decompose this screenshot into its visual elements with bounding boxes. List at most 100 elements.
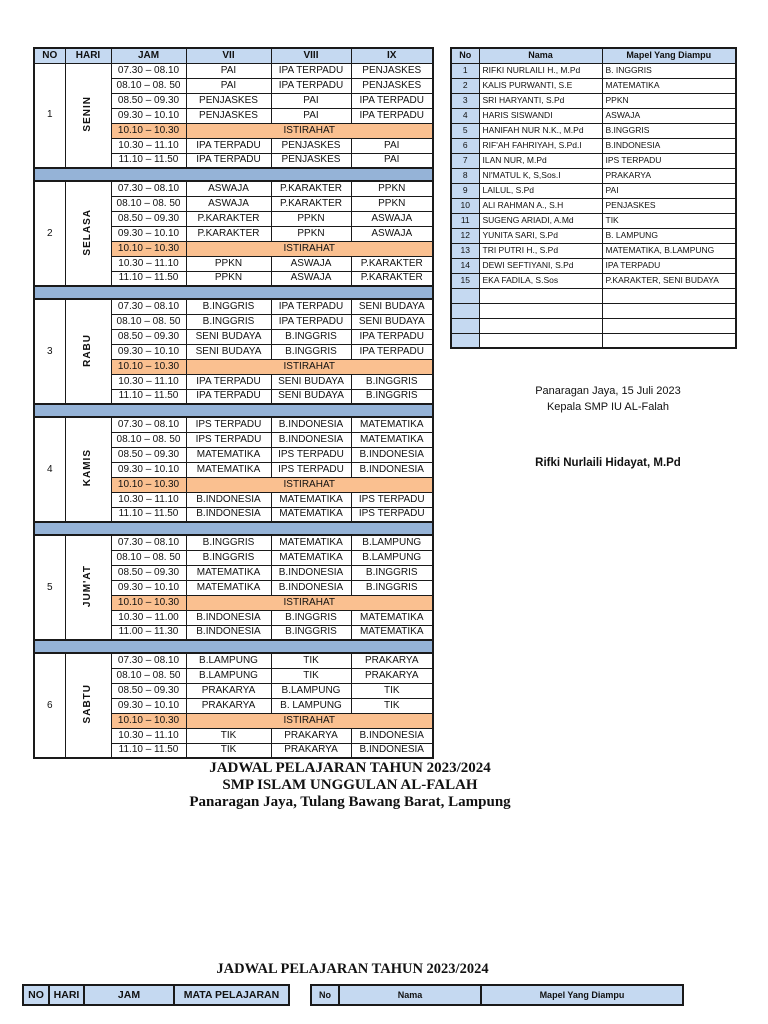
break-time-cell: 10.10 – 10.30 [110, 240, 187, 257]
day-cell: JUM'AT [64, 534, 112, 641]
teacher-no: 6 [450, 137, 480, 154]
subject-cell-viii: P.KARAKTER [270, 195, 352, 212]
teacher-subject [601, 317, 737, 334]
subject-cell-viii: B.INGGRIS [270, 328, 352, 345]
page2-col-header-tnama: Nama [338, 984, 482, 1006]
subject-cell-vii: PRAKARYA [185, 682, 272, 699]
subject-cell-vii: ASWAJA [185, 180, 272, 197]
subject-cell-ix: B.INGGRIS [350, 564, 434, 581]
page2-teachers-header-table: No Nama Mapel Yang Diampu [310, 984, 684, 1006]
subject-cell-viii: IPS TERPADU [270, 446, 352, 463]
page2-col-header-tno: No [310, 984, 340, 1006]
subject-cell-viii: IPA TERPADU [270, 62, 352, 79]
subject-cell-viii: MATEMATIKA [270, 534, 352, 551]
subject-cell-viii: ASWAJA [270, 255, 352, 272]
page2-teachers-header-row: No Nama Mapel Yang Diampu [310, 984, 684, 1006]
teacher-name: SUGENG ARIADI, A.Md [478, 212, 603, 229]
day-separator-bar [33, 285, 434, 300]
teacher-row: 12 YUNITA SARI, S.Pd B. LAMPUNG [450, 227, 737, 244]
time-cell: 09.30 – 10.10 [110, 107, 187, 124]
subject-cell-ix: PPKN [350, 180, 434, 197]
schedule-row: 11.10 – 11.50 TIK PRAKARYA B.INDONESIA [34, 742, 434, 759]
teacher-empty-row [450, 287, 737, 304]
schedule-row: 1 SENIN 07.30 – 08.10 PAI IPA TERPADU PENJASK… [33, 62, 434, 169]
teacher-name: LAILUL, S.Pd [478, 182, 603, 199]
time-cell: 09.30 – 10.10 [110, 579, 187, 596]
time-cell: 11.00 – 11.30 [110, 624, 187, 641]
day-name: JUM'AT [82, 564, 93, 608]
time-cell: 09.30 – 10.10 [110, 461, 187, 478]
time-cell: 08.10 – 08. 50 [110, 431, 187, 448]
schedule-row: 08.50 – 09.30 P.KARAKTER PPKN ASWAJA [34, 210, 434, 227]
subject-cell-vii: IPS TERPADU [185, 431, 272, 448]
subject-cell-vii: PENJASKES [185, 107, 272, 124]
subject-cell-viii: PPKN [270, 225, 352, 242]
teacher-no [450, 332, 480, 349]
teacher-name: EKA FADILA, S.Sos [478, 272, 603, 289]
subject-cell-viii: PAI [270, 107, 352, 124]
subject-cell-vii: P.KARAKTER [185, 225, 272, 242]
time-cell: 07.30 – 08.10 [110, 298, 187, 315]
teacher-name: DEWI SEFTIYANI, S.Pd [478, 257, 603, 274]
subject-cell-vii: B.INDONESIA [185, 491, 272, 508]
subject-cell-viii: MATEMATIKA [270, 506, 352, 523]
day-separator [33, 639, 434, 654]
schedule-row: 10.30 – 11.10 IPA TERPADU PENJASKES PAI [34, 137, 434, 154]
title-line-2: SMP ISLAM UNGGULAN AL-FALAH [222, 777, 478, 793]
teacher-subject [601, 302, 737, 319]
day-number: 5 [33, 534, 66, 641]
teacher-row: 10 ALI RAHMAN A., S.H PENJASKES [450, 197, 737, 214]
schedule-row: 08.50 – 09.30 PRAKARYA B.LAMPUNG TIK [34, 682, 434, 699]
time-cell: 08.50 – 09.30 [110, 328, 187, 345]
page2-title: JADWAL PELAJARAN TAHUN 2023/2024 [216, 961, 489, 977]
day-name: SENIN [82, 95, 93, 132]
time-cell: 07.30 – 08.10 [110, 62, 187, 79]
teacher-name: NI'MATUL K, S,Sos.I [478, 167, 603, 184]
teacher-row: 14 DEWI SEFTIYANI, S.Pd IPA TERPADU [450, 257, 737, 274]
schedule-row: 3 RABU 07.30 – 08.10 B.INGGRIS IPA TERPADU SE… [33, 298, 434, 405]
schedule-row: 4 KAMIS 07.30 – 08.10 IPS TERPADU B.INDONESI… [33, 416, 434, 523]
subject-cell-ix: MATEMATIKA [350, 431, 434, 448]
teacher-name: RIFKI NURLAILI H., M.Pd [478, 62, 603, 79]
break-time-cell: 10.10 – 10.30 [110, 712, 187, 729]
teacher-row: 3 SRI HARYANTI, S.Pd PPKN [450, 92, 737, 109]
teacher-subject: PENJASKES [601, 197, 737, 214]
teacher-no [450, 302, 480, 319]
teacher-no: 1 [450, 62, 480, 79]
day-separator [33, 521, 434, 536]
time-cell: 07.30 – 08.10 [110, 652, 187, 669]
time-cell: 10.30 – 11.10 [110, 137, 187, 154]
subject-cell-ix: IPS TERPADU [350, 506, 434, 523]
subject-cell-viii: PRAKARYA [270, 742, 352, 759]
subject-cell-vii: MATEMATIKA [185, 564, 272, 581]
teacher-row: 11 SUGENG ARIADI, A.Md TIK [450, 212, 737, 229]
subject-cell-ix: B.INDONESIA [350, 727, 434, 744]
teacher-subject: PAI [601, 182, 737, 199]
teacher-no: 10 [450, 197, 480, 214]
subject-cell-viii: PENJASKES [270, 152, 352, 169]
teacher-no: 7 [450, 152, 480, 169]
subject-cell-vii: PPKN [185, 255, 272, 272]
subject-cell-vii: IPA TERPADU [185, 388, 272, 405]
schedule-row: 08.50 – 09.30 MATEMATIKA B.INDONESIA B.INGG… [34, 564, 434, 581]
subject-cell-ix: PAI [350, 137, 434, 154]
subject-cell-ix: PENJASKES [350, 77, 434, 94]
subject-cell-viii: IPA TERPADU [270, 298, 352, 315]
time-cell: 11.10 – 11.50 [110, 388, 187, 405]
schedule-row: 5 JUM'AT 07.30 – 08.10 B.INGGRIS MATEMATIKA B… [33, 534, 434, 641]
day-separator-bar [33, 167, 434, 182]
subject-cell-vii: SENI BUDAYA [185, 343, 272, 360]
subject-cell-ix: PRAKARYA [350, 667, 434, 684]
subject-cell-viii: PENJASKES [270, 137, 352, 154]
subject-cell-vii: MATEMATIKA [185, 579, 272, 596]
teacher-subject: B.INDONESIA [601, 137, 737, 154]
teacher-no: 5 [450, 122, 480, 139]
time-cell: 07.30 – 08.10 [110, 416, 187, 433]
break-cell: ISTIRAHAT [185, 358, 434, 375]
subject-cell-vii: PAI [185, 77, 272, 94]
subject-cell-vii: IPA TERPADU [185, 137, 272, 154]
subject-cell-viii: B. LAMPUNG [270, 697, 352, 714]
teacher-name [478, 302, 603, 319]
teacher-subject: IPA TERPADU [601, 257, 737, 274]
page2-schedule-header-table: NO HARI JAM MATA PELAJARAN [22, 984, 290, 1006]
